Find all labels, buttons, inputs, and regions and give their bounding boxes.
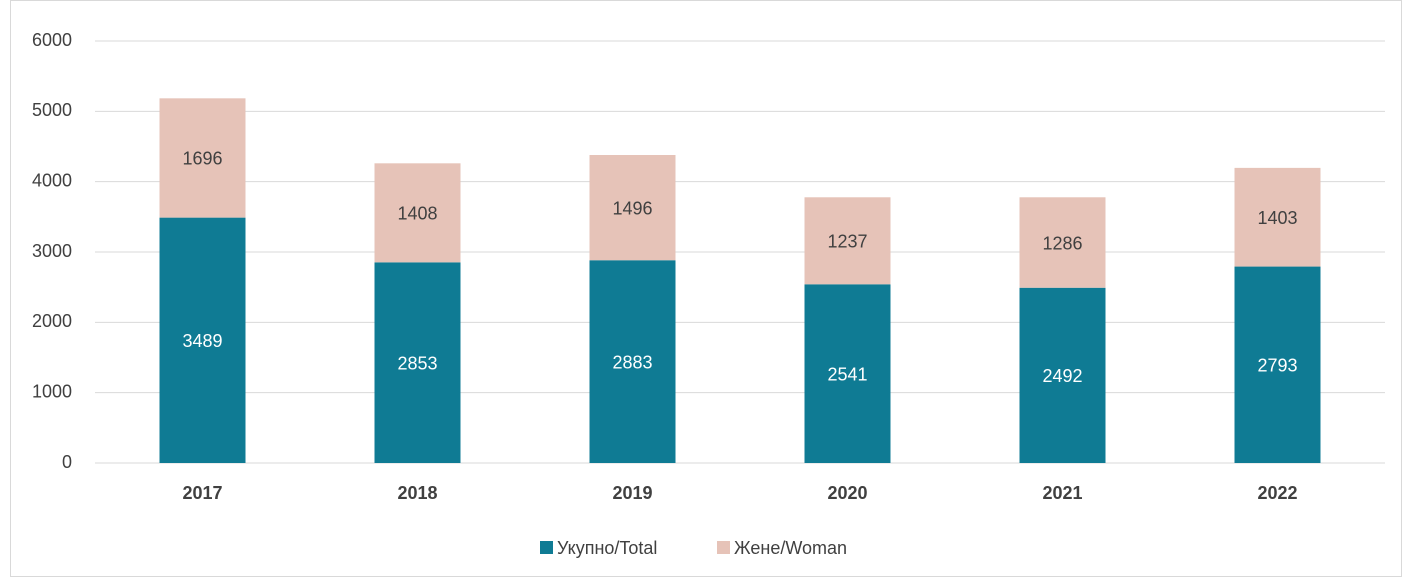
y-tick-label: 4000 <box>32 170 72 190</box>
x-tick-label: 2019 <box>612 483 652 503</box>
bar-segment <box>589 260 676 463</box>
y-tick-label: 2000 <box>32 311 72 331</box>
bar-segment <box>1019 287 1106 463</box>
y-tick-label: 6000 <box>32 30 72 50</box>
bar-segment <box>374 262 461 463</box>
bar-segment <box>589 155 676 261</box>
data-label: 1696 <box>182 149 222 169</box>
x-tick-label: 2021 <box>1042 483 1082 503</box>
data-label: 2853 <box>397 353 437 373</box>
bar-segment <box>1019 197 1106 288</box>
y-tick-label: 3000 <box>32 241 72 261</box>
data-label: 1496 <box>612 198 652 218</box>
data-label: 1403 <box>1257 208 1297 228</box>
data-label: 1237 <box>827 232 867 252</box>
x-tick-label: 2020 <box>827 483 867 503</box>
bar-segment <box>159 98 246 218</box>
data-label: 2883 <box>612 352 652 372</box>
bar-segment <box>1234 167 1321 267</box>
legend-label: Жене/Woman <box>734 538 847 558</box>
legend-label: Укупно/Total <box>557 538 657 558</box>
bar-segment <box>374 163 461 263</box>
data-label: 1286 <box>1042 233 1082 253</box>
data-label: 3489 <box>182 331 222 351</box>
data-label: 2492 <box>1042 366 1082 386</box>
x-tick-label: 2017 <box>182 483 222 503</box>
bar-segment <box>804 284 891 463</box>
bar-segment <box>159 217 246 463</box>
legend-swatch <box>717 541 730 554</box>
legend-swatch <box>540 541 553 554</box>
x-tick-label: 2018 <box>397 483 437 503</box>
x-tick-label: 2022 <box>1257 483 1297 503</box>
data-label: 2541 <box>827 364 867 384</box>
y-tick-label: 5000 <box>32 100 72 120</box>
bar-segment <box>1234 266 1321 463</box>
y-tick-label: 0 <box>62 452 72 472</box>
data-label: 1408 <box>397 204 437 224</box>
bar-segment <box>804 197 891 285</box>
y-tick-label: 1000 <box>32 381 72 401</box>
data-label: 2793 <box>1257 356 1297 376</box>
